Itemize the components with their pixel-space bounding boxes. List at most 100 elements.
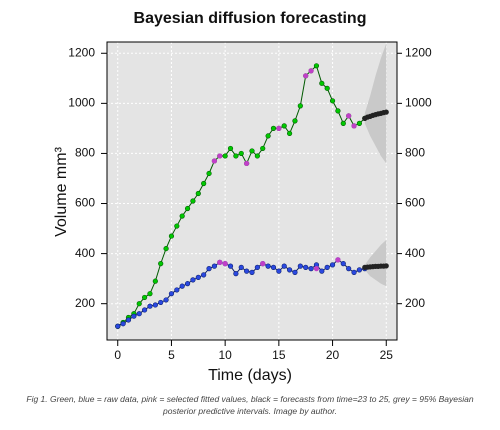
data-point bbox=[346, 113, 352, 119]
data-point bbox=[254, 153, 260, 159]
data-point bbox=[136, 301, 142, 307]
y2-tick-label: 1000 bbox=[405, 96, 432, 110]
data-point bbox=[168, 233, 175, 239]
y-tick-label: 1200 bbox=[68, 45, 95, 59]
data-point bbox=[141, 307, 148, 313]
data-point bbox=[152, 278, 158, 284]
y-tick-label: 400 bbox=[75, 246, 95, 260]
data-point bbox=[276, 125, 282, 131]
data-point bbox=[265, 263, 271, 269]
data-point bbox=[184, 281, 191, 287]
data-point bbox=[319, 80, 325, 86]
interval-band bbox=[364, 43, 387, 164]
data-point bbox=[174, 287, 180, 293]
data-point bbox=[233, 153, 239, 159]
y2-tick-label: 800 bbox=[405, 146, 425, 160]
y-tick-label: 600 bbox=[75, 196, 95, 210]
data-point bbox=[335, 257, 341, 263]
data-point bbox=[244, 160, 250, 167]
data-point bbox=[351, 123, 357, 129]
data-point bbox=[227, 263, 234, 269]
data-point bbox=[249, 148, 255, 154]
data-point bbox=[244, 268, 250, 274]
x-tick-label: 25 bbox=[380, 348, 394, 362]
data-point bbox=[201, 180, 207, 187]
data-point bbox=[281, 123, 287, 129]
data-point bbox=[292, 269, 298, 275]
data-point bbox=[238, 150, 244, 157]
data-point bbox=[281, 263, 287, 269]
data-point bbox=[179, 283, 185, 289]
data-point bbox=[131, 313, 137, 319]
data-point bbox=[136, 311, 142, 317]
data-point bbox=[195, 190, 201, 197]
data-point bbox=[147, 291, 153, 297]
data-point bbox=[286, 130, 293, 137]
y-axis-label: Volume mm³ bbox=[53, 146, 70, 236]
y2-tick-label: 400 bbox=[405, 246, 425, 260]
data-point bbox=[340, 261, 346, 267]
data-point bbox=[125, 317, 132, 323]
data-point bbox=[324, 85, 330, 91]
x-tick-label: 0 bbox=[114, 348, 121, 362]
data-point bbox=[233, 271, 239, 277]
data-point bbox=[158, 261, 164, 267]
data-point bbox=[249, 269, 255, 275]
data-point bbox=[174, 223, 180, 229]
interval-band bbox=[364, 239, 387, 287]
data-point bbox=[270, 264, 277, 270]
x-tick-label: 20 bbox=[326, 348, 340, 362]
data-point bbox=[152, 302, 158, 308]
data-point bbox=[158, 299, 164, 306]
data-point bbox=[222, 261, 228, 267]
data-point bbox=[319, 268, 325, 274]
data-point bbox=[329, 98, 336, 104]
data-point bbox=[313, 63, 320, 69]
y-tick-label: 1000 bbox=[68, 96, 95, 110]
y-tick-label: 200 bbox=[75, 296, 95, 310]
data-point bbox=[308, 266, 314, 272]
y2-tick-label: 200 bbox=[405, 296, 425, 310]
data-point bbox=[292, 118, 298, 124]
data-point bbox=[217, 153, 223, 159]
data-point bbox=[211, 263, 218, 269]
data-point bbox=[270, 125, 277, 131]
data-point bbox=[120, 321, 126, 327]
plot bbox=[107, 42, 397, 340]
data-point bbox=[303, 264, 309, 270]
data-point bbox=[190, 198, 196, 204]
data-point bbox=[163, 245, 169, 252]
caption: Fig 1. Green, blue = raw data, pink = se… bbox=[26, 394, 474, 416]
data-point bbox=[190, 277, 196, 283]
data-point bbox=[308, 68, 314, 74]
data-point bbox=[351, 269, 357, 275]
data-point bbox=[356, 267, 363, 273]
x-tick-label: 10 bbox=[218, 348, 232, 362]
data-point bbox=[313, 266, 320, 272]
data-point bbox=[222, 153, 228, 159]
data-point bbox=[303, 73, 309, 79]
data-point bbox=[227, 145, 234, 152]
data-point bbox=[217, 259, 223, 265]
y2-tick-label: 1200 bbox=[405, 45, 432, 59]
data-point bbox=[286, 267, 293, 273]
data-point bbox=[115, 323, 121, 329]
data-point bbox=[356, 120, 363, 126]
data-point bbox=[168, 291, 175, 297]
data-point bbox=[383, 263, 389, 269]
y-tick-label: 800 bbox=[75, 146, 95, 160]
data-point bbox=[297, 263, 303, 269]
data-point bbox=[184, 205, 191, 212]
data-point bbox=[260, 261, 266, 267]
data-point bbox=[260, 145, 266, 152]
data-point bbox=[329, 262, 336, 268]
data-point bbox=[276, 268, 282, 274]
chart: Bayesian diffusion forecasting Time (day… bbox=[53, 10, 432, 384]
chart-title: Bayesian diffusion forecasting bbox=[134, 10, 367, 27]
data-point bbox=[383, 109, 389, 115]
data-point bbox=[147, 303, 153, 309]
x-axis-label: Time (days) bbox=[208, 367, 292, 384]
data-point bbox=[297, 103, 303, 109]
data-point bbox=[254, 264, 260, 270]
data-point bbox=[179, 213, 185, 219]
